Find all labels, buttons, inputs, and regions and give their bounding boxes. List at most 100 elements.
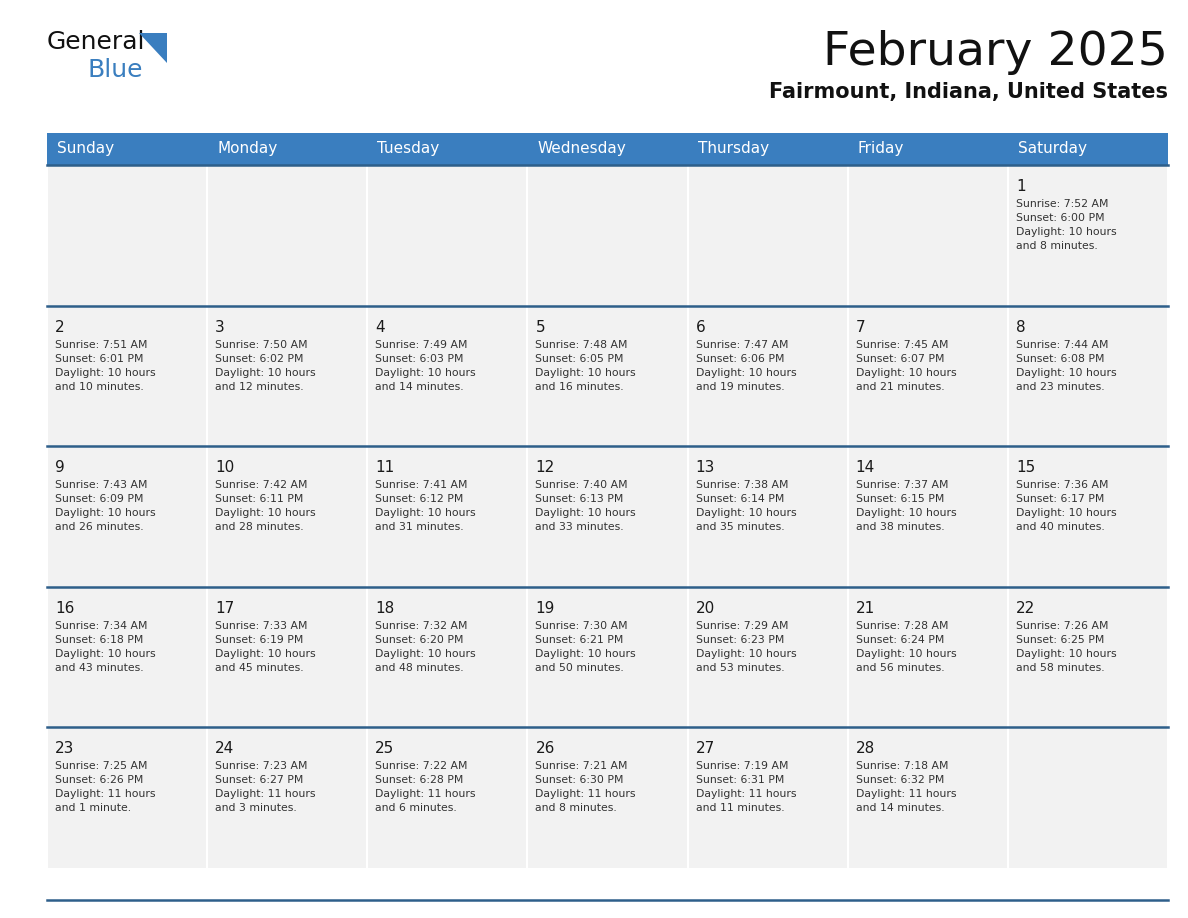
Text: Sunrise: 7:40 AM: Sunrise: 7:40 AM <box>536 480 628 490</box>
Text: Sunrise: 7:33 AM: Sunrise: 7:33 AM <box>215 621 308 631</box>
Text: General: General <box>48 30 145 54</box>
Text: Saturday: Saturday <box>1018 141 1087 156</box>
Text: 19: 19 <box>536 600 555 616</box>
Text: Sunrise: 7:49 AM: Sunrise: 7:49 AM <box>375 340 468 350</box>
Text: Blue: Blue <box>87 58 143 82</box>
Text: and 58 minutes.: and 58 minutes. <box>1016 663 1105 673</box>
Text: Sunrise: 7:36 AM: Sunrise: 7:36 AM <box>1016 480 1108 490</box>
Text: 6: 6 <box>695 319 706 334</box>
Text: 24: 24 <box>215 742 234 756</box>
Text: Daylight: 10 hours: Daylight: 10 hours <box>536 649 636 659</box>
Bar <box>689 587 847 727</box>
Bar <box>368 165 526 306</box>
Text: Sunset: 6:01 PM: Sunset: 6:01 PM <box>55 353 144 364</box>
Text: Friday: Friday <box>858 141 904 156</box>
Text: 27: 27 <box>695 742 715 756</box>
Text: Daylight: 11 hours: Daylight: 11 hours <box>536 789 636 800</box>
Bar <box>208 165 366 306</box>
Text: Sunset: 6:08 PM: Sunset: 6:08 PM <box>1016 353 1105 364</box>
Bar <box>848 587 1007 727</box>
Text: Sunset: 6:13 PM: Sunset: 6:13 PM <box>536 494 624 504</box>
Bar <box>367 133 527 165</box>
Text: 12: 12 <box>536 460 555 476</box>
Text: and 6 minutes.: and 6 minutes. <box>375 803 457 813</box>
Bar <box>529 165 687 306</box>
Text: and 43 minutes.: and 43 minutes. <box>55 663 144 673</box>
Text: Sunrise: 7:47 AM: Sunrise: 7:47 AM <box>695 340 788 350</box>
Bar <box>848 727 1007 868</box>
Text: 1: 1 <box>1016 179 1025 194</box>
Text: and 1 minute.: and 1 minute. <box>55 803 131 813</box>
Text: Sunrise: 7:26 AM: Sunrise: 7:26 AM <box>1016 621 1108 631</box>
Text: Sunrise: 7:21 AM: Sunrise: 7:21 AM <box>536 761 628 771</box>
Text: Sunset: 6:14 PM: Sunset: 6:14 PM <box>695 494 784 504</box>
Text: Sunrise: 7:23 AM: Sunrise: 7:23 AM <box>215 761 308 771</box>
Text: Daylight: 10 hours: Daylight: 10 hours <box>1016 227 1117 237</box>
Text: Daylight: 10 hours: Daylight: 10 hours <box>1016 509 1117 518</box>
Text: 15: 15 <box>1016 460 1035 476</box>
Text: Sunrise: 7:50 AM: Sunrise: 7:50 AM <box>215 340 308 350</box>
Bar <box>1009 306 1167 446</box>
Text: Sunrise: 7:25 AM: Sunrise: 7:25 AM <box>55 761 147 771</box>
Bar <box>48 727 207 868</box>
Text: Sunrise: 7:19 AM: Sunrise: 7:19 AM <box>695 761 788 771</box>
Text: and 23 minutes.: and 23 minutes. <box>1016 382 1105 392</box>
Bar <box>207 133 367 165</box>
Text: Daylight: 10 hours: Daylight: 10 hours <box>695 649 796 659</box>
Text: Daylight: 11 hours: Daylight: 11 hours <box>375 789 475 800</box>
Text: 14: 14 <box>855 460 876 476</box>
Text: Sunrise: 7:38 AM: Sunrise: 7:38 AM <box>695 480 788 490</box>
Text: Sunset: 6:28 PM: Sunset: 6:28 PM <box>375 776 463 786</box>
Text: Sunrise: 7:30 AM: Sunrise: 7:30 AM <box>536 621 628 631</box>
Text: and 40 minutes.: and 40 minutes. <box>1016 522 1105 532</box>
Text: Sunrise: 7:41 AM: Sunrise: 7:41 AM <box>375 480 468 490</box>
Text: Sunrise: 7:42 AM: Sunrise: 7:42 AM <box>215 480 308 490</box>
Text: and 48 minutes.: and 48 minutes. <box>375 663 463 673</box>
Text: 16: 16 <box>55 600 75 616</box>
Text: Sunset: 6:32 PM: Sunset: 6:32 PM <box>855 776 944 786</box>
Text: 22: 22 <box>1016 600 1035 616</box>
Text: Wednesday: Wednesday <box>537 141 626 156</box>
Bar <box>368 446 526 587</box>
Text: and 14 minutes.: and 14 minutes. <box>375 382 463 392</box>
Text: and 33 minutes.: and 33 minutes. <box>536 522 624 532</box>
Text: Daylight: 10 hours: Daylight: 10 hours <box>375 649 476 659</box>
Bar <box>529 727 687 868</box>
Text: Sunset: 6:09 PM: Sunset: 6:09 PM <box>55 494 144 504</box>
Text: Sunset: 6:07 PM: Sunset: 6:07 PM <box>855 353 944 364</box>
Text: Sunrise: 7:29 AM: Sunrise: 7:29 AM <box>695 621 788 631</box>
Text: and 19 minutes.: and 19 minutes. <box>695 382 784 392</box>
Bar <box>368 306 526 446</box>
Bar <box>48 306 207 446</box>
Bar <box>48 446 207 587</box>
Bar <box>48 165 207 306</box>
Text: Sunset: 6:27 PM: Sunset: 6:27 PM <box>215 776 303 786</box>
Text: 8: 8 <box>1016 319 1025 334</box>
Text: 4: 4 <box>375 319 385 334</box>
Text: Sunset: 6:03 PM: Sunset: 6:03 PM <box>375 353 463 364</box>
Text: Sunrise: 7:34 AM: Sunrise: 7:34 AM <box>55 621 147 631</box>
Text: Fairmount, Indiana, United States: Fairmount, Indiana, United States <box>769 82 1168 102</box>
Text: and 8 minutes.: and 8 minutes. <box>1016 241 1098 251</box>
Text: and 10 minutes.: and 10 minutes. <box>55 382 144 392</box>
Text: Sunset: 6:05 PM: Sunset: 6:05 PM <box>536 353 624 364</box>
Text: Sunset: 6:21 PM: Sunset: 6:21 PM <box>536 635 624 644</box>
Bar <box>689 306 847 446</box>
Text: Daylight: 10 hours: Daylight: 10 hours <box>55 367 156 377</box>
Text: 2: 2 <box>55 319 64 334</box>
Text: and 28 minutes.: and 28 minutes. <box>215 522 304 532</box>
Text: Daylight: 10 hours: Daylight: 10 hours <box>855 649 956 659</box>
Text: Sunday: Sunday <box>57 141 114 156</box>
Bar <box>208 446 366 587</box>
Text: and 31 minutes.: and 31 minutes. <box>375 522 463 532</box>
Bar <box>208 587 366 727</box>
Text: 13: 13 <box>695 460 715 476</box>
Text: 26: 26 <box>536 742 555 756</box>
Text: Daylight: 10 hours: Daylight: 10 hours <box>55 509 156 518</box>
Text: Daylight: 10 hours: Daylight: 10 hours <box>1016 649 1117 659</box>
Text: Daylight: 10 hours: Daylight: 10 hours <box>215 509 316 518</box>
Text: Daylight: 11 hours: Daylight: 11 hours <box>215 789 316 800</box>
Bar <box>529 446 687 587</box>
Bar <box>208 306 366 446</box>
Text: Daylight: 10 hours: Daylight: 10 hours <box>855 509 956 518</box>
